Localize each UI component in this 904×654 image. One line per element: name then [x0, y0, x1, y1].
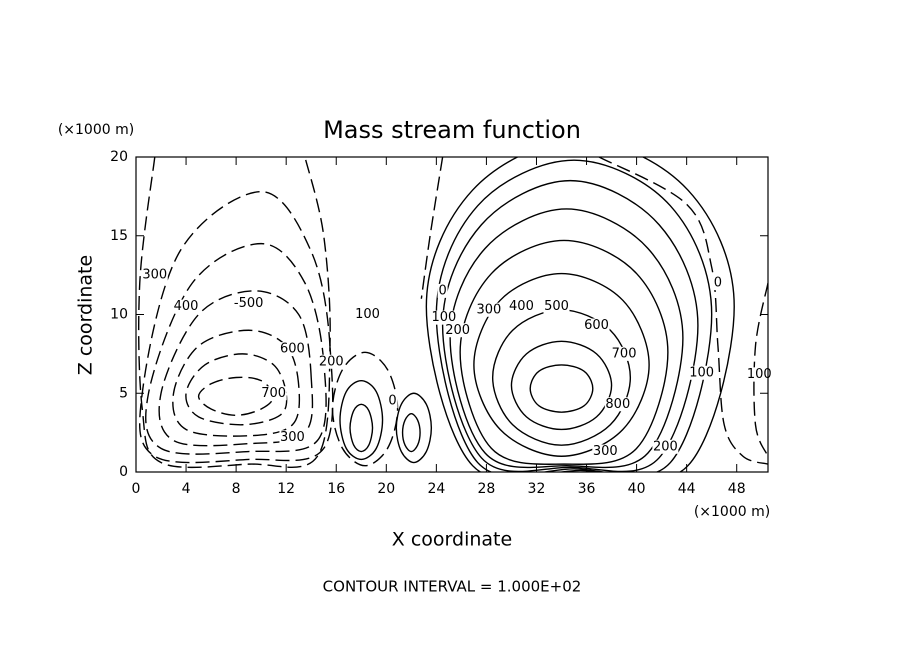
contour-line [473, 272, 650, 457]
contour-label: 300 [593, 444, 618, 459]
contour-label-bg [437, 283, 448, 298]
contour-label-bg [279, 430, 306, 445]
contour-label-bg [141, 268, 168, 283]
contour-label: 800 [605, 397, 630, 412]
contour-line [401, 413, 421, 453]
x-unit: (×1000 m) [694, 504, 770, 520]
contour-line [197, 376, 275, 417]
contour-line [449, 208, 684, 469]
contour-label: 0 [714, 276, 722, 291]
contour-label-bg [354, 307, 381, 322]
contour-label: 600 [584, 318, 609, 333]
contour-label: -500 [234, 296, 264, 311]
contour-label-bg [604, 397, 631, 412]
contour-label-bg [688, 365, 715, 380]
contour-line [139, 190, 334, 464]
contour-label-bg [746, 367, 773, 382]
x-axis-title: X coordinate [392, 529, 512, 551]
contour-label-bg [652, 439, 679, 454]
contour-label-bg [508, 299, 535, 314]
contour-line [459, 239, 669, 465]
x-tick-label: 16 [327, 481, 345, 497]
y-tick-label: 20 [110, 149, 128, 165]
contour-label: 300 [280, 430, 305, 445]
contour-label-bg [611, 346, 638, 361]
contour-line [425, 157, 735, 472]
contour-label: 700 [612, 346, 637, 361]
y-tick-label: 10 [110, 307, 128, 323]
contour-line [185, 353, 288, 426]
contour-label: 300 [142, 268, 167, 283]
contour-label-bg [712, 276, 723, 290]
contour-label-bg [430, 310, 457, 325]
contour-label: 200 [445, 323, 470, 338]
contour-label: 200 [653, 439, 678, 454]
contour-line [753, 282, 768, 457]
contour-label-bg [279, 342, 306, 357]
x-tick-label: 8 [232, 481, 241, 497]
y-axis-title: Z coordinate [75, 255, 97, 375]
contour-label: 400 [174, 299, 199, 314]
contour-label: 200 [319, 354, 344, 369]
x-tick-label: 32 [528, 481, 546, 497]
contour-label: 600 [280, 342, 305, 357]
x-tick-label: 28 [478, 481, 496, 497]
x-tick-label: 24 [427, 481, 445, 497]
x-tick-label: 12 [277, 481, 295, 497]
contour-line [331, 351, 399, 467]
contour-label-bg [173, 299, 200, 314]
contour-label-bg [387, 394, 398, 409]
contour-label-bg [318, 354, 345, 369]
contour-label-bg [444, 323, 471, 338]
contour-line [529, 364, 594, 413]
contour-line [598, 157, 768, 465]
contour-label: 0 [388, 394, 396, 409]
contour-label-bg [260, 386, 287, 401]
contour-label: 100 [747, 367, 772, 382]
contour-label-bg [475, 302, 502, 317]
contour-label: 0 [438, 283, 446, 298]
contour-label-bg [543, 299, 570, 314]
y-unit: (×1000 m) [58, 122, 134, 138]
y-tick-label: 15 [110, 228, 128, 244]
contour-line [441, 179, 699, 472]
x-tick-label: 4 [182, 481, 191, 497]
contour-line [349, 403, 374, 453]
contour-line [145, 242, 327, 455]
footer-note: CONTOUR INTERVAL = 1.000E+02 [323, 578, 582, 596]
contour-label: 700 [261, 386, 286, 401]
contour-label-bg [231, 296, 266, 311]
contour-label: 100 [355, 307, 380, 322]
contour-label-bg [592, 444, 619, 459]
contour-label: 100 [689, 365, 714, 380]
contour-line [395, 392, 433, 464]
y-tick-label: 0 [119, 464, 128, 480]
contour-label: 100 [431, 310, 456, 325]
x-tick-label: 44 [678, 481, 696, 497]
y-tick-label: 5 [119, 385, 128, 401]
x-tick-label: 40 [628, 481, 646, 497]
contour-label: 500 [544, 299, 569, 314]
x-tick-label: 0 [132, 481, 141, 497]
x-tick-label: 36 [578, 481, 596, 497]
contour-line [339, 379, 384, 461]
x-tick-label: 48 [728, 481, 746, 497]
chart-title: Mass stream function [323, 116, 581, 144]
x-tick-label: 20 [377, 481, 395, 497]
contour-label: 300 [477, 302, 502, 317]
contour-line [137, 157, 331, 469]
contour-label: 400 [509, 299, 534, 314]
contour-line [420, 157, 444, 299]
contour-line [510, 340, 613, 431]
contour-label-bg [583, 318, 610, 333]
